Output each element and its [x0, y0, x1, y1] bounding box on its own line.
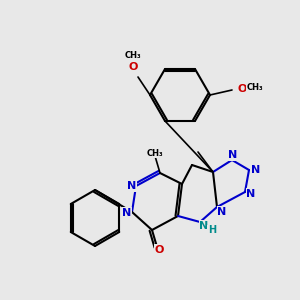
Text: CH₃: CH₃ — [125, 50, 141, 59]
Text: N: N — [228, 150, 238, 160]
Text: N: N — [246, 189, 256, 199]
Text: N: N — [122, 208, 132, 218]
Text: N: N — [200, 221, 208, 231]
Text: CH₃: CH₃ — [147, 148, 163, 158]
Text: H: H — [208, 225, 216, 235]
Text: N: N — [128, 181, 136, 191]
Text: CH₃: CH₃ — [247, 83, 263, 92]
Text: O: O — [154, 245, 164, 255]
Text: O: O — [237, 84, 247, 94]
Text: N: N — [251, 165, 261, 175]
Text: O: O — [128, 62, 138, 72]
Text: N: N — [218, 207, 226, 217]
